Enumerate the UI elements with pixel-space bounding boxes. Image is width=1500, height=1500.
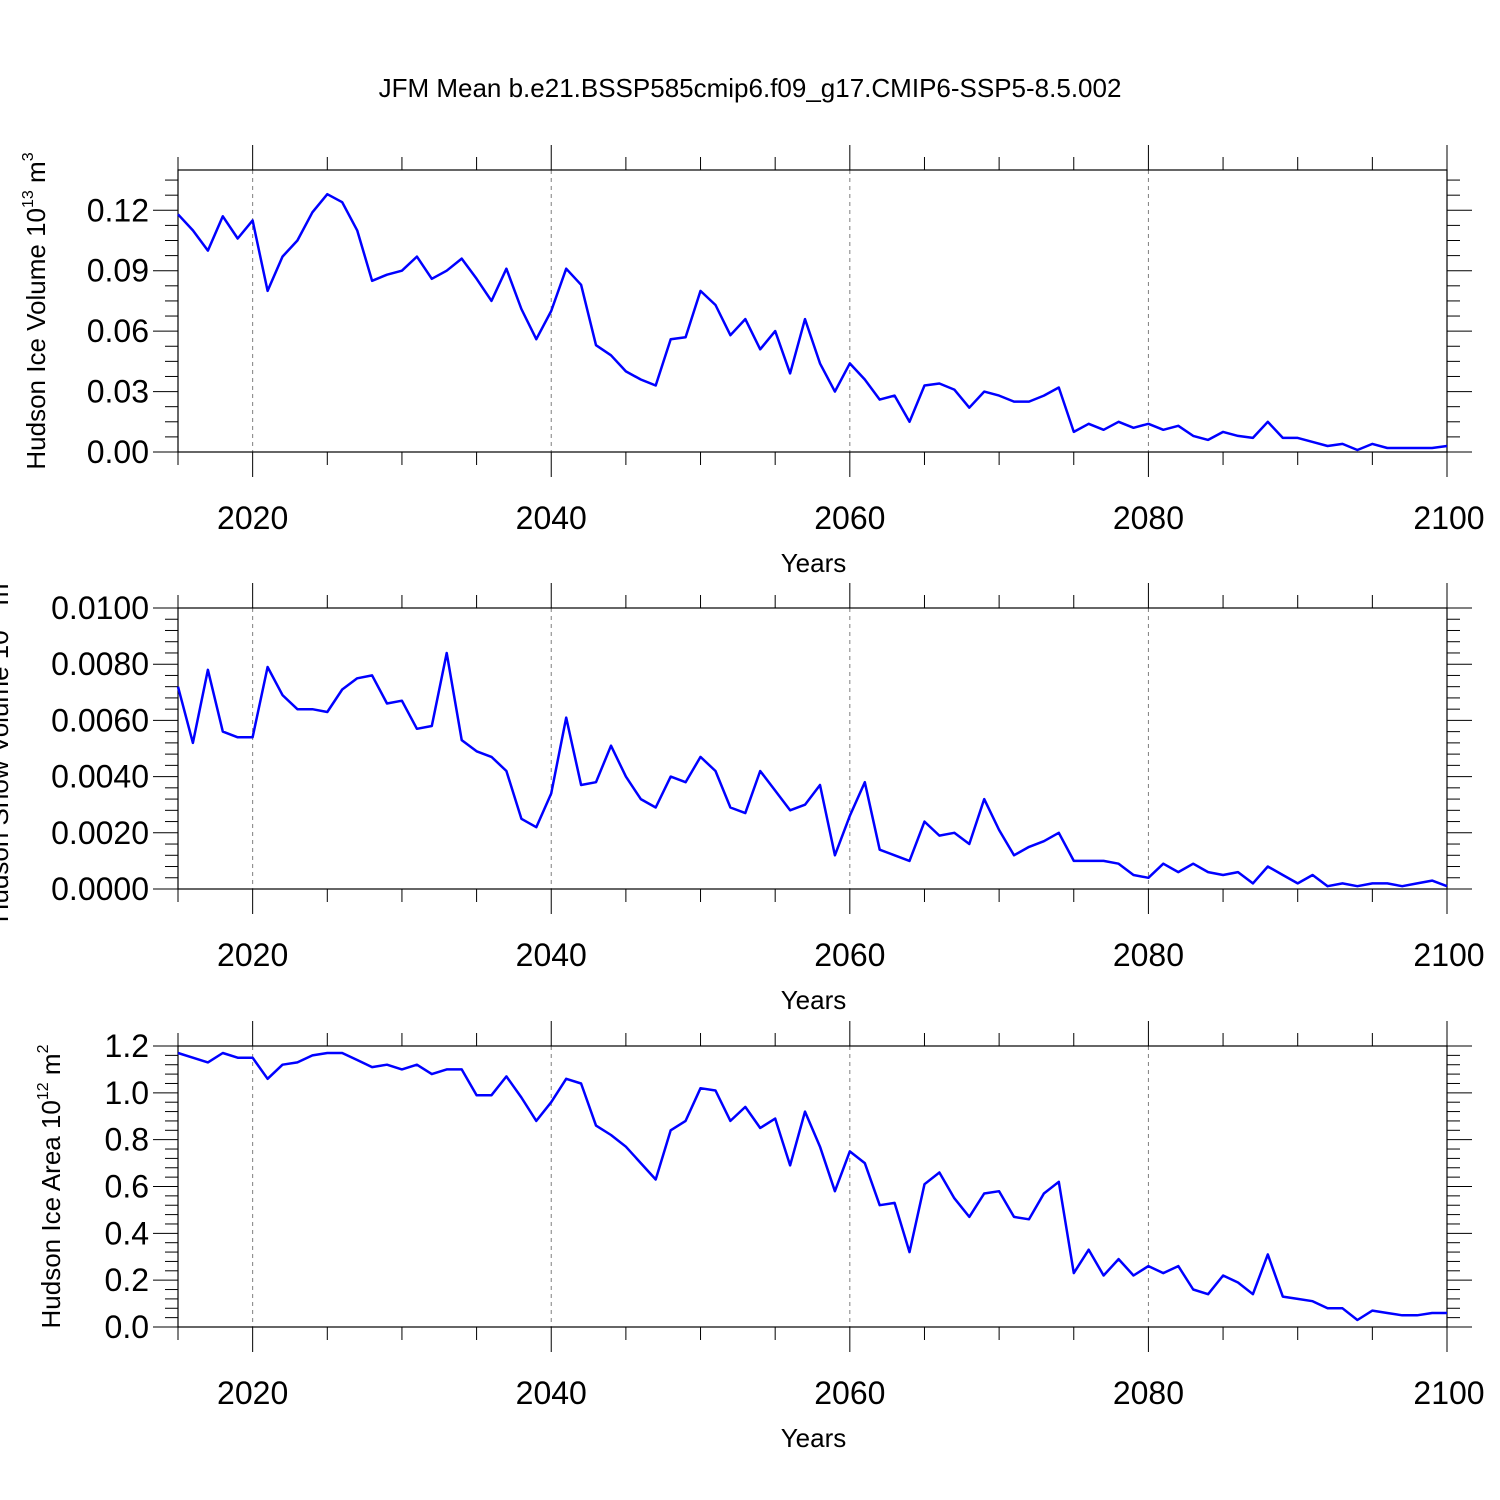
x-tick-label: 2100: [1413, 1375, 1484, 1411]
y-tick-label: 0.0: [105, 1309, 149, 1345]
plot-frame: [177, 169, 1448, 453]
y-tick-label: 1.0: [105, 1075, 149, 1111]
y-tick-label: 0.0060: [51, 702, 149, 738]
x-tick-label: 2040: [516, 1375, 587, 1411]
y-tick-label: 0.09: [87, 253, 149, 289]
y-tick-label: 0.0000: [51, 871, 149, 907]
y-tick-label: 1.2: [105, 1028, 149, 1064]
y-tick-label: 0.0040: [51, 759, 149, 795]
series-line: [177, 1051, 1447, 1322]
x-tick-label: 2060: [814, 937, 885, 973]
y-axis-title: Hudson Ice Volume 1013 m3: [20, 152, 51, 469]
y-axis-title: Hudson Snow Volume 1013 m3: [0, 575, 14, 923]
x-tick-label: 2020: [217, 937, 288, 973]
y-tick-label: 0.06: [87, 313, 149, 349]
panel-1: 2020 2040 2060 2080 2100 Years 0.00 0.03 0.06 0.0…: [20, 145, 1485, 578]
series-line: [176, 651, 1448, 888]
y-axis-title: Hudson Ice Area 1012 m2: [35, 1044, 66, 1328]
x-tick-label: 2060: [814, 500, 885, 536]
x-tick-label: 2040: [516, 937, 587, 973]
x-tick-label: 2100: [1413, 500, 1484, 536]
y-tick-label: 0.0100: [51, 590, 149, 626]
x-axis-title: Years: [781, 548, 847, 578]
y-tick-label: 0.00: [87, 434, 149, 470]
y-tick-label: 0.6: [105, 1169, 149, 1205]
x-axis-title: Years: [781, 1423, 847, 1453]
y-tick-label: 0.4: [105, 1215, 149, 1251]
panel-2: 2020 2040 2060 2080 2100 Years 0.0000 0.0020 0.0…: [0, 575, 1485, 1015]
y-tick-label: 0.8: [105, 1122, 149, 1158]
x-tick-label: 2080: [1113, 500, 1184, 536]
y-tick-label: 0.0020: [51, 815, 149, 851]
x-tick-label: 2100: [1413, 937, 1484, 973]
plot-frame: [177, 607, 1448, 890]
figure-title: JFM Mean b.e21.BSSP585cmip6.f09_g17.CMIP…: [379, 73, 1122, 103]
x-tick-label: 2080: [1113, 1375, 1184, 1411]
panel-3: 2020 2040 2060 2080 2100 Years 0.0 0.2 0.4 0.6 0.8…: [35, 1021, 1485, 1453]
x-tick-label: 2020: [217, 1375, 288, 1411]
x-tick-label: 2080: [1113, 937, 1184, 973]
x-axis-title: Years: [781, 985, 847, 1015]
series-line: [177, 192, 1448, 452]
y-tick-label: 0.2: [105, 1262, 149, 1298]
y-tick-label: 0.12: [87, 192, 149, 228]
x-tick-label: 2020: [217, 500, 288, 536]
x-tick-label: 2060: [814, 1375, 885, 1411]
x-tick-label: 2040: [516, 500, 587, 536]
y-tick-label: 0.03: [87, 374, 149, 410]
y-tick-label: 0.0080: [51, 646, 149, 682]
